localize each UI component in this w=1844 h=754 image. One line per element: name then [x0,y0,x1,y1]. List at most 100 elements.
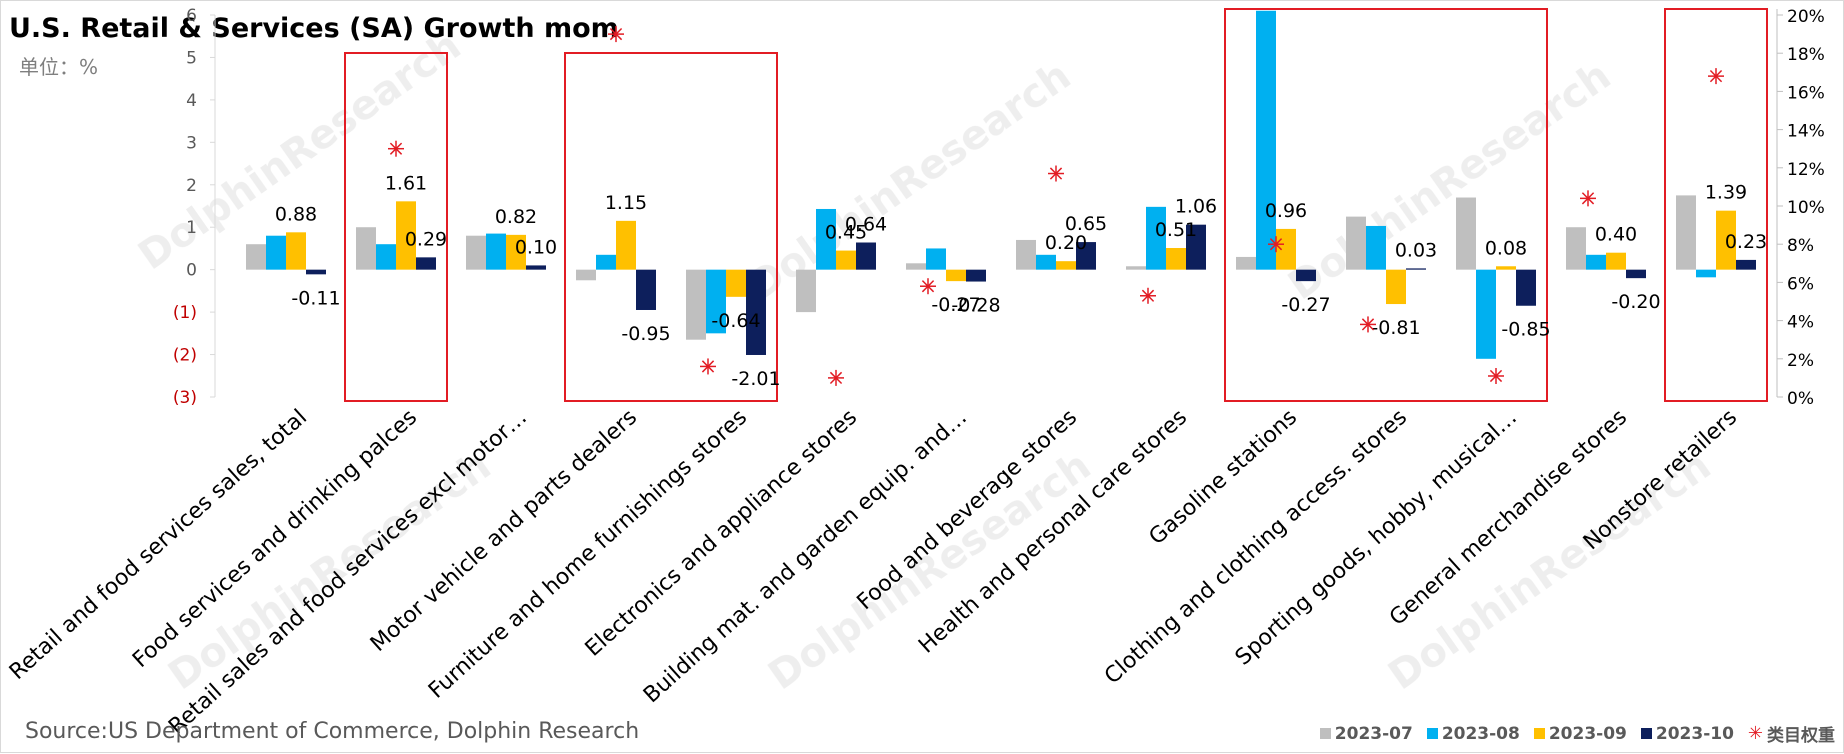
right-tick-label: 8% [1787,236,1814,256]
bar-2023-08-5 [816,208,836,270]
bar-2023-07-4 [686,269,706,340]
bar-2023-09-7 [1056,261,1076,270]
left-tick-label: (1) [173,303,197,323]
data-label: 0.51 [1155,219,1197,241]
bar-2023-09-11 [1496,266,1516,270]
legend-swatch-3 [1640,728,1652,739]
weight-marker-stroke [1581,192,1595,205]
bar-2023-09-4 [726,269,746,297]
left-tick-label: 0 [186,261,197,281]
svg-text:DolphinResearch: DolphinResearch [760,443,1099,699]
data-label: 1.61 [385,172,427,194]
data-label: 0.64 [845,214,887,236]
bar-2023-10-10 [1406,268,1426,270]
bar-2023-08-8 [1146,206,1166,270]
bar-2023-10-11 [1516,269,1536,306]
right-tick-label: 0% [1787,389,1814,409]
data-label: -0.11 [291,287,340,309]
bar-2023-10-3 [636,269,656,310]
data-label: 1.06 [1175,196,1217,218]
data-label: -0.20 [1611,291,1660,313]
bar-2023-09-2 [506,234,526,270]
legend-label-1: 2023-08 [1441,723,1520,744]
weight-marker [920,278,936,295]
legend-item-weight: ✳ 类目权重 [1748,721,1835,746]
data-label: -2.01 [731,368,780,390]
bars [246,10,1756,359]
data-label: 0.65 [1065,213,1107,235]
left-tick-label: 5 [186,48,197,68]
bar-2023-07-12 [1566,227,1586,270]
right-tick-label: 18% [1787,45,1825,65]
weight-marker [700,358,716,375]
weight-marker [1708,68,1724,85]
left-tick-label: (2) [173,346,197,366]
weight-marker-stroke [389,142,403,155]
weight-marker-stroke [829,371,843,385]
bar-2023-10-12 [1626,269,1646,279]
bar-2023-08-7 [1036,254,1056,270]
bar-2023-10-8 [1186,224,1206,270]
data-label: 0.29 [405,228,447,250]
bar-2023-10-1 [416,257,436,270]
data-label: -0.81 [1371,317,1420,339]
right-tick-label: 2% [1787,351,1814,371]
bar-2023-08-3 [596,254,616,270]
left-tick-label: 4 [186,91,197,111]
bar-2023-08-13 [1696,269,1716,278]
legend-label-0: 2023-07 [1334,723,1413,744]
weight-marker [388,140,404,157]
svg-text:DolphinResearch: DolphinResearch [740,53,1079,309]
bar-2023-07-9 [1236,256,1256,270]
bar-2023-07-2 [466,235,486,270]
data-labels: 0.88 1.61 0.82 1.15 -0.64 0.45 -0.27 0.20 0.51 0.… [275,172,1767,390]
bar-2023-08-10 [1366,225,1386,270]
data-label: -0.64 [711,310,760,332]
weight-marker-stroke [1489,369,1503,383]
right-tick-label: 6% [1787,274,1814,294]
legend-swatch-1 [1426,728,1438,739]
right-tick-label: 16% [1787,83,1825,103]
right-tick-label: 14% [1787,122,1825,142]
right-tick-label: 4% [1787,313,1814,333]
data-label: 0.45 [825,222,867,244]
legend-swatch-0 [1319,728,1331,739]
bar-2023-08-4 [706,269,726,334]
bar-2023-08-9 [1256,10,1276,270]
bar-2023-09-12 [1606,252,1626,270]
weight-marker-stroke [609,27,623,41]
bar-2023-10-5 [856,242,876,270]
right-tick-label: 20% [1787,7,1825,27]
bar-2023-10-13 [1736,259,1756,270]
weight-marker [828,369,844,386]
legend-item-0: 2023-07 [1319,723,1413,744]
weight-marker [1268,236,1284,253]
bar-2023-07-11 [1456,197,1476,270]
bar-2023-08-2 [486,233,506,270]
unit-label: 单位：% [19,55,99,79]
data-label: 0.08 [1485,237,1527,259]
weight-marker [608,26,624,43]
legend-label-2: 2023-09 [1548,723,1627,744]
bar-2023-10-6 [966,269,986,282]
weight-marker-stroke [1269,238,1283,251]
weight-marker-stroke [1361,318,1375,331]
bar-2023-08-1 [376,244,396,270]
bar-2023-09-3 [616,220,636,270]
data-label: 0.40 [1595,224,1637,246]
bar-2023-09-5 [836,250,856,270]
data-label: 0.82 [495,206,537,228]
highlight-box [1224,8,1548,402]
bar-2023-07-8 [1126,266,1146,270]
bar-2023-07-1 [356,227,376,270]
data-label: -0.27 [931,294,980,316]
bar-2023-09-8 [1166,248,1186,270]
chart-title: U.S. Retail & Services (SA) Growth mom [9,13,619,44]
bar-2023-10-2 [526,265,546,270]
data-label: -0.95 [621,323,670,345]
weight-marker [1580,190,1596,207]
legend-label-weight: 类目权重 [1767,726,1835,746]
bar-2023-10-9 [1296,269,1316,282]
legend-swatch-2 [1533,728,1545,739]
